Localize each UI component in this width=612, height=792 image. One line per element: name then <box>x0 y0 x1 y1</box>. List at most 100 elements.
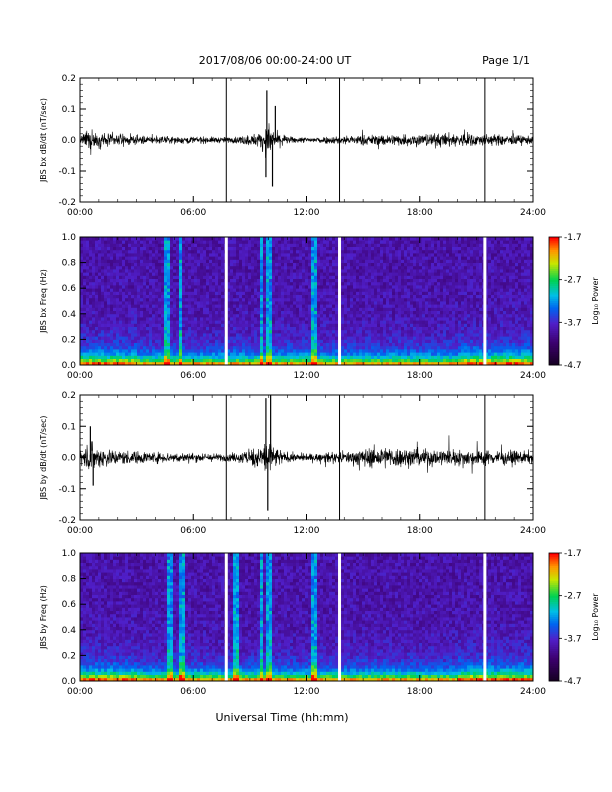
heat-cell <box>197 323 201 327</box>
heat-cell <box>383 285 387 289</box>
heat-cell <box>107 320 111 324</box>
heat-cell <box>107 259 111 263</box>
heat-cell <box>356 294 360 299</box>
heat-cell <box>95 317 99 321</box>
heat-cell <box>200 307 204 311</box>
heat-cell <box>284 243 288 247</box>
heat-cell <box>272 301 276 305</box>
heat-cell <box>152 358 156 363</box>
heat-cell <box>344 361 348 366</box>
heat-cell <box>233 294 237 299</box>
heat-cell <box>323 246 327 251</box>
heat-cell <box>161 352 165 356</box>
heat-cell <box>128 249 132 254</box>
heat-cell <box>104 310 108 315</box>
heat-cell <box>260 301 264 305</box>
heat-cell <box>182 307 186 311</box>
heat-cell <box>212 304 216 308</box>
heat-cell <box>230 349 234 353</box>
heat-cell <box>302 253 306 257</box>
heat-cell <box>272 246 276 251</box>
heat-cell <box>308 313 312 318</box>
heat-cell <box>437 339 441 343</box>
heat-cell <box>149 333 153 337</box>
heat-cell <box>128 310 132 315</box>
heat-cell <box>230 317 234 321</box>
heat-cell <box>131 320 135 324</box>
heat-cell <box>314 320 318 324</box>
heat-cell <box>254 262 258 267</box>
heat-cell <box>419 304 423 308</box>
heat-cell <box>128 352 132 356</box>
heat-cell <box>104 333 108 337</box>
heat-cell <box>323 240 327 244</box>
heat-cell <box>425 345 429 350</box>
heat-cell <box>335 313 339 318</box>
heat-cell <box>368 349 372 353</box>
heat-cell <box>185 358 189 363</box>
heat-cell <box>428 272 432 276</box>
heat-cell <box>245 253 249 257</box>
heat-cell <box>95 288 99 292</box>
heat-cell <box>302 307 306 311</box>
heat-cell <box>296 240 300 244</box>
heat-cell <box>389 355 393 359</box>
heat-cell <box>110 326 114 331</box>
heat-cell <box>431 237 435 241</box>
heat-cell <box>341 285 345 289</box>
heat-cell <box>110 304 114 308</box>
heat-cell <box>176 297 180 302</box>
heat-cell <box>431 281 435 286</box>
heat-cell <box>218 246 222 251</box>
heat-cell <box>128 259 132 263</box>
heat-cell <box>281 349 285 353</box>
heat-cell <box>383 288 387 292</box>
heat-cell <box>239 240 243 244</box>
heat-cell <box>389 294 393 299</box>
heat-cell <box>395 275 399 279</box>
heat-cell <box>425 275 429 279</box>
heat-cell <box>221 246 225 251</box>
heat-cell <box>95 349 99 353</box>
heat-cell <box>350 361 354 366</box>
heat-cell <box>317 237 321 241</box>
heat-cell <box>308 291 312 295</box>
heat-cell <box>254 240 258 244</box>
heat-cell <box>398 349 402 353</box>
heat-cell <box>416 275 420 279</box>
heat-cell <box>185 278 189 283</box>
heat-cell <box>92 313 96 318</box>
heat-cell <box>287 269 291 273</box>
heat-cell <box>317 269 321 273</box>
heat-cell <box>248 307 252 311</box>
heat-cell <box>422 317 426 321</box>
heat-cell <box>155 361 159 366</box>
heat-cell <box>116 342 120 347</box>
heat-cell <box>104 320 108 324</box>
heat-cell <box>107 262 111 267</box>
heat-cell <box>332 237 336 241</box>
heat-cell <box>302 269 306 273</box>
heat-cell <box>203 237 207 241</box>
heat-cell <box>320 361 324 366</box>
heat-cell <box>113 345 117 350</box>
heat-cell <box>191 317 195 321</box>
heat-cell <box>140 342 144 347</box>
heat-cell <box>173 355 177 359</box>
heat-cell <box>419 339 423 343</box>
heat-cell <box>350 336 354 340</box>
heat-cell <box>395 352 399 356</box>
heat-cell <box>287 243 291 247</box>
heat-cell <box>233 323 237 327</box>
heat-cell <box>413 249 417 254</box>
heat-cell <box>326 246 330 251</box>
heat-cell <box>164 336 168 340</box>
heat-cell <box>377 243 381 247</box>
heat-cell <box>209 285 213 289</box>
heat-cell <box>230 352 234 356</box>
heat-cell <box>230 269 234 273</box>
heat-cell <box>89 336 93 340</box>
heat-cell <box>254 307 258 311</box>
heat-cell <box>206 246 210 251</box>
heat-cell <box>308 345 312 350</box>
